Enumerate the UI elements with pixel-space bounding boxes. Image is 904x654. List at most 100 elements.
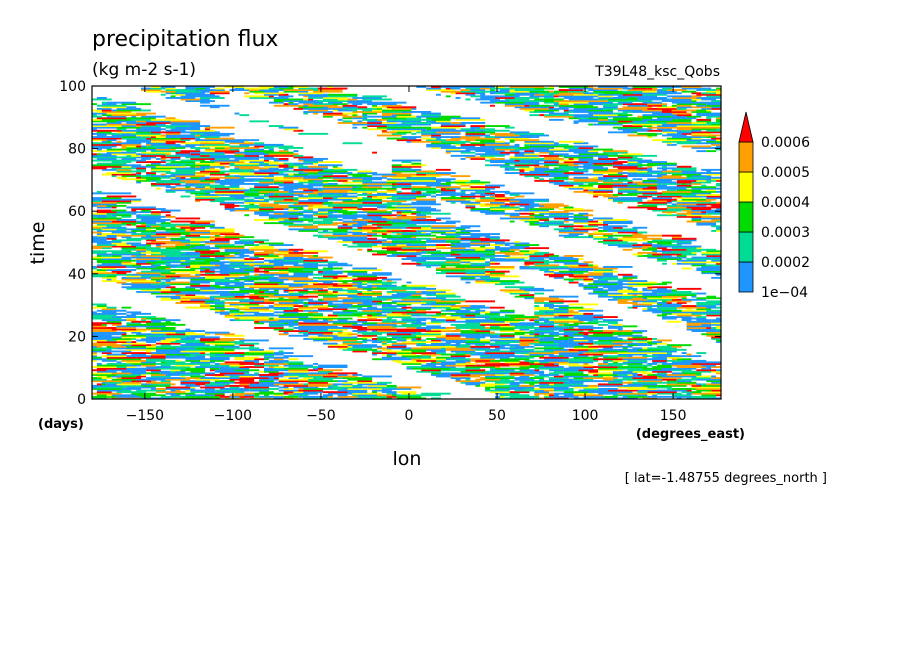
heatmap-cell [381, 117, 407, 120]
heatmap-cell [259, 181, 274, 184]
heatmap-cell [509, 381, 520, 384]
heatmap-cell [323, 189, 333, 192]
heatmap-cell [706, 129, 721, 132]
heatmap-cell [608, 131, 633, 134]
heatmap-cell [608, 336, 618, 339]
x-tick-label: 0 [405, 408, 414, 424]
heatmap-cell [431, 118, 451, 121]
heatmap-cell [323, 168, 328, 171]
heatmap-cell [106, 140, 112, 143]
heatmap-cell [617, 273, 633, 276]
heatmap-cell [244, 154, 259, 157]
heatmap-cell [126, 139, 151, 142]
heatmap-cell [617, 366, 648, 368]
heatmap-cell [254, 142, 264, 145]
heatmap-cell [578, 350, 589, 353]
heatmap-cell [617, 128, 633, 131]
heatmap-cell [96, 204, 107, 207]
heatmap-cell [583, 377, 594, 379]
heatmap-cell [205, 137, 235, 140]
heatmap-cell [165, 392, 176, 395]
heatmap-cell [327, 106, 343, 109]
heatmap-cell [96, 364, 127, 367]
heatmap-cell [573, 386, 599, 389]
heatmap-cell [126, 237, 156, 240]
heatmap-cell [706, 250, 721, 253]
heatmap-cell [136, 176, 142, 179]
heatmap-cell [357, 334, 378, 337]
heatmap-cell [593, 358, 603, 361]
heatmap-cell [283, 128, 299, 131]
heatmap-cell [357, 107, 378, 110]
heatmap-cell [495, 97, 515, 99]
heatmap-cell [450, 175, 471, 178]
heatmap-cell [524, 341, 540, 343]
heatmap-cell [608, 389, 638, 392]
heatmap-cell [92, 214, 107, 217]
heatmap-cell [598, 369, 623, 372]
heatmap-cell [490, 104, 495, 107]
heatmap-cell [327, 204, 358, 207]
heatmap-cell [298, 92, 323, 95]
heatmap-cell [278, 316, 309, 318]
heatmap-cell [92, 256, 122, 259]
heatmap-cell [151, 320, 161, 323]
heatmap-cell [386, 107, 392, 110]
heatmap-cell [617, 167, 648, 170]
heatmap-cell [706, 297, 721, 300]
heatmap-cell [436, 350, 446, 353]
heatmap-cell [96, 341, 127, 343]
heatmap-cell [337, 394, 348, 397]
heatmap-cell [681, 256, 687, 259]
heatmap-cell [529, 220, 540, 223]
x-tick-label: −50 [306, 408, 336, 424]
heatmap-cell [406, 312, 427, 315]
heatmap-cell [151, 344, 156, 347]
heatmap-cell [563, 147, 579, 149]
heatmap-cell [323, 186, 353, 189]
heatmap-cell [190, 334, 205, 337]
heatmap-cell [534, 312, 545, 315]
heatmap-cell [662, 303, 682, 306]
heatmap-cell [278, 319, 309, 322]
heatmap-cell [696, 194, 721, 196]
heatmap-cell [553, 394, 559, 397]
heatmap-cell [716, 228, 721, 231]
heatmap-cell [706, 136, 717, 138]
heatmap-cell [696, 200, 712, 203]
heatmap-cell [671, 364, 702, 367]
heatmap-cell [416, 356, 431, 359]
heatmap-cell [293, 175, 323, 178]
heatmap-cell [642, 118, 672, 121]
heatmap-cell [214, 306, 225, 309]
heatmap-cell [676, 167, 697, 170]
heatmap-cell [431, 355, 436, 358]
heatmap-cell [214, 311, 220, 314]
heatmap-cell [431, 195, 436, 198]
heatmap-cell [657, 106, 677, 109]
heatmap-cell [254, 253, 269, 256]
heatmap-cell [519, 375, 530, 378]
heatmap-cell [136, 383, 142, 386]
heatmap-cell [362, 95, 387, 98]
heatmap-cell [578, 184, 594, 187]
heatmap-cell [504, 361, 510, 364]
heatmap-cell [460, 192, 466, 195]
heatmap-cell [603, 92, 633, 95]
heatmap-cell [544, 100, 554, 102]
heatmap-cell [200, 266, 230, 268]
heatmap-cell [529, 158, 545, 160]
heatmap-cell [126, 147, 156, 149]
heatmap-cell [185, 328, 191, 331]
heatmap-cell [716, 327, 721, 329]
heatmap-cell [598, 115, 608, 118]
heatmap-cell [219, 139, 250, 142]
heatmap-cell [490, 355, 505, 358]
heatmap-cell [116, 120, 137, 123]
heatmap-cell [632, 377, 638, 379]
heatmap-cell [450, 356, 466, 359]
heatmap-cell [116, 339, 132, 342]
heatmap-cell [244, 206, 274, 209]
heatmap-cell [214, 87, 225, 90]
heatmap-cell [288, 325, 294, 328]
